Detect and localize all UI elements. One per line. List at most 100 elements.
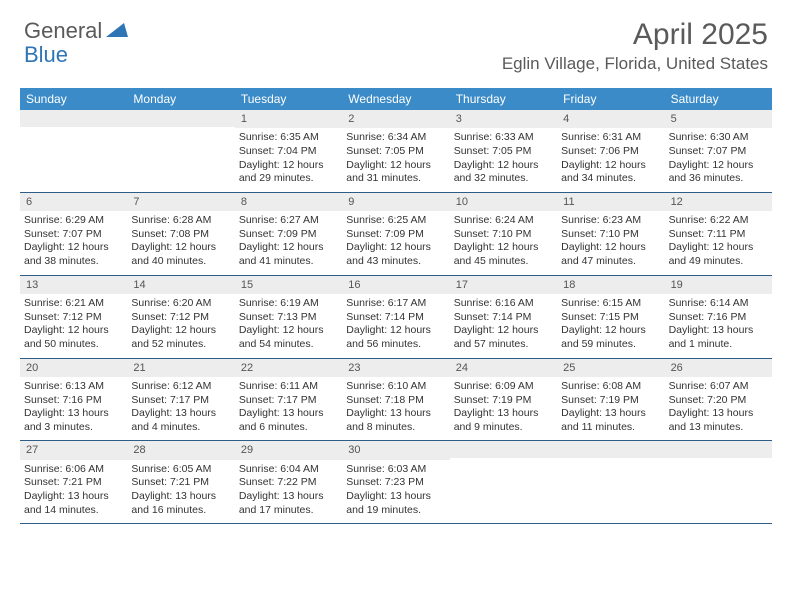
sunrise-line: Sunrise: 6:13 AM — [24, 380, 123, 394]
daylight-line: Daylight: 12 hours and 40 minutes. — [131, 241, 230, 268]
day-number: 5 — [665, 110, 772, 128]
day-number: 12 — [665, 193, 772, 211]
day-number: 6 — [20, 193, 127, 211]
title-block: April 2025 Eglin Village, Florida, Unite… — [502, 18, 768, 74]
weekday-cell: Monday — [127, 88, 234, 110]
sunrise-line: Sunrise: 6:21 AM — [24, 297, 123, 311]
week-row: 20Sunrise: 6:13 AMSunset: 7:16 PMDayligh… — [20, 359, 772, 442]
week-row: 6Sunrise: 6:29 AMSunset: 7:07 PMDaylight… — [20, 193, 772, 276]
day-cell: 9Sunrise: 6:25 AMSunset: 7:09 PMDaylight… — [342, 193, 449, 275]
daylight-line: Daylight: 13 hours and 13 minutes. — [669, 407, 768, 434]
day-cell — [450, 441, 557, 523]
day-number: 19 — [665, 276, 772, 294]
week-row: 1Sunrise: 6:35 AMSunset: 7:04 PMDaylight… — [20, 110, 772, 193]
weekday-cell: Friday — [557, 88, 664, 110]
weekday-header-row: SundayMondayTuesdayWednesdayThursdayFrid… — [20, 88, 772, 110]
sunset-line: Sunset: 7:12 PM — [131, 311, 230, 325]
day-number: 2 — [342, 110, 449, 128]
weekday-cell: Thursday — [450, 88, 557, 110]
sunrise-line: Sunrise: 6:35 AM — [239, 131, 338, 145]
day-cell: 7Sunrise: 6:28 AMSunset: 7:08 PMDaylight… — [127, 193, 234, 275]
day-number: 13 — [20, 276, 127, 294]
day-number: 24 — [450, 359, 557, 377]
day-cell: 30Sunrise: 6:03 AMSunset: 7:23 PMDayligh… — [342, 441, 449, 523]
day-cell: 8Sunrise: 6:27 AMSunset: 7:09 PMDaylight… — [235, 193, 342, 275]
day-cell: 5Sunrise: 6:30 AMSunset: 7:07 PMDaylight… — [665, 110, 772, 192]
day-cell: 20 Sunrise: 6:13 AMSunset: 7:16 PMDayligh… — [20, 359, 127, 441]
sunset-line: Sunset: 7:14 PM — [346, 311, 445, 325]
day-number: 4 — [557, 110, 664, 128]
sunrise-line: Sunrise: 6:12 AM — [131, 380, 230, 394]
sunset-line: Sunset: 7:13 PM — [239, 311, 338, 325]
sunrise-line: Sunrise: 6:31 AM — [561, 131, 660, 145]
day-cell: 2Sunrise: 6:34 AMSunset: 7:05 PMDaylight… — [342, 110, 449, 192]
day-cell: 10Sunrise: 6:24 AMSunset: 7:10 PMDayligh… — [450, 193, 557, 275]
daylight-line: Daylight: 12 hours and 54 minutes. — [239, 324, 338, 351]
day-cell — [665, 441, 772, 523]
sunset-line: Sunset: 7:04 PM — [239, 145, 338, 159]
weekday-cell: Sunday — [20, 88, 127, 110]
day-cell: 19Sunrise: 6:14 AMSunset: 7:16 PMDayligh… — [665, 276, 772, 358]
daylight-line: Daylight: 13 hours and 19 minutes. — [346, 490, 445, 517]
day-number: 15 — [235, 276, 342, 294]
sunrise-line: Sunrise: 6:15 AM — [561, 297, 660, 311]
sunrise-line: Sunrise: 6:04 AM — [239, 463, 338, 477]
daylight-line: Daylight: 13 hours and 3 minutes. — [24, 407, 123, 434]
day-number: 18 — [557, 276, 664, 294]
daylight-line: Daylight: 12 hours and 41 minutes. — [239, 241, 338, 268]
sunrise-line: Sunrise: 6:11 AM — [239, 380, 338, 394]
sunset-line: Sunset: 7:10 PM — [454, 228, 553, 242]
weekday-cell: Wednesday — [342, 88, 449, 110]
day-number — [450, 441, 557, 458]
day-cell — [127, 110, 234, 192]
day-cell: 1Sunrise: 6:35 AMSunset: 7:04 PMDaylight… — [235, 110, 342, 192]
daylight-line: Daylight: 13 hours and 17 minutes. — [239, 490, 338, 517]
sunset-line: Sunset: 7:06 PM — [561, 145, 660, 159]
sunrise-line: Sunrise: 6:20 AM — [131, 297, 230, 311]
day-cell: 21Sunrise: 6:12 AMSunset: 7:17 PMDayligh… — [127, 359, 234, 441]
day-number: 20 — [20, 359, 127, 377]
daylight-line: Daylight: 12 hours and 36 minutes. — [669, 159, 768, 186]
sunrise-line: Sunrise: 6:28 AM — [131, 214, 230, 228]
daylight-line: Daylight: 12 hours and 47 minutes. — [561, 241, 660, 268]
day-cell: 12Sunrise: 6:22 AMSunset: 7:11 PMDayligh… — [665, 193, 772, 275]
day-cell — [20, 110, 127, 192]
day-number: 27 — [20, 441, 127, 459]
sunset-line: Sunset: 7:18 PM — [346, 394, 445, 408]
daylight-line: Daylight: 12 hours and 56 minutes. — [346, 324, 445, 351]
location-text: Eglin Village, Florida, United States — [502, 54, 768, 74]
day-number: 28 — [127, 441, 234, 459]
sunrise-line: Sunrise: 6:08 AM — [561, 380, 660, 394]
daylight-line: Daylight: 12 hours and 38 minutes. — [24, 241, 123, 268]
sunrise-line: Sunrise: 6:22 AM — [669, 214, 768, 228]
sunrise-line: Sunrise: 6:30 AM — [669, 131, 768, 145]
sunset-line: Sunset: 7:22 PM — [239, 476, 338, 490]
sunset-line: Sunset: 7:16 PM — [24, 394, 123, 408]
sunset-line: Sunset: 7:12 PM — [24, 311, 123, 325]
day-number: 17 — [450, 276, 557, 294]
day-cell — [557, 441, 664, 523]
sunset-line: Sunset: 7:21 PM — [131, 476, 230, 490]
sunset-line: Sunset: 7:16 PM — [669, 311, 768, 325]
day-number: 11 — [557, 193, 664, 211]
day-number: 23 — [342, 359, 449, 377]
sunset-line: Sunset: 7:09 PM — [239, 228, 338, 242]
daylight-line: Daylight: 12 hours and 32 minutes. — [454, 159, 553, 186]
week-row: 13Sunrise: 6:21 AMSunset: 7:12 PMDayligh… — [20, 276, 772, 359]
sunrise-line: Sunrise: 6:24 AM — [454, 214, 553, 228]
day-cell: 3Sunrise: 6:33 AMSunset: 7:05 PMDaylight… — [450, 110, 557, 192]
sunrise-line: Sunrise: 6:19 AM — [239, 297, 338, 311]
sunset-line: Sunset: 7:23 PM — [346, 476, 445, 490]
daylight-line: Daylight: 13 hours and 1 minute. — [669, 324, 768, 351]
month-title: April 2025 — [502, 18, 768, 52]
daylight-line: Daylight: 13 hours and 16 minutes. — [131, 490, 230, 517]
sunrise-line: Sunrise: 6:10 AM — [346, 380, 445, 394]
day-cell: 6Sunrise: 6:29 AMSunset: 7:07 PMDaylight… — [20, 193, 127, 275]
day-cell: 26Sunrise: 6:07 AMSunset: 7:20 PMDayligh… — [665, 359, 772, 441]
sunset-line: Sunset: 7:20 PM — [669, 394, 768, 408]
daylight-line: Daylight: 13 hours and 8 minutes. — [346, 407, 445, 434]
daylight-line: Daylight: 12 hours and 29 minutes. — [239, 159, 338, 186]
sunrise-line: Sunrise: 6:09 AM — [454, 380, 553, 394]
daylight-line: Daylight: 13 hours and 14 minutes. — [24, 490, 123, 517]
sunrise-line: Sunrise: 6:23 AM — [561, 214, 660, 228]
